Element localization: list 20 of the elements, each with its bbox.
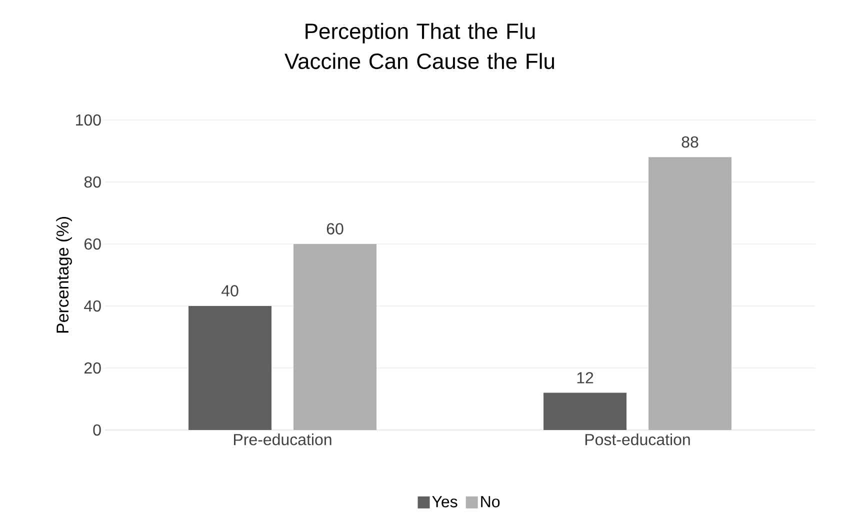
- y-tick-label: 20: [84, 362, 101, 374]
- data-label: 60: [326, 223, 344, 234]
- x-tick-label: Post-education: [585, 434, 690, 446]
- legend-label: No: [481, 496, 500, 508]
- x-tick-label: Pre-education: [234, 434, 332, 446]
- y-tick-label: 100: [76, 114, 101, 126]
- y-tick-label: 0: [93, 424, 101, 436]
- bar: [648, 157, 732, 430]
- data-label: 12: [577, 372, 594, 384]
- bar: [188, 306, 272, 430]
- data-label: 88: [682, 136, 698, 148]
- y-tick-label: 40: [84, 300, 101, 312]
- data-label: 40: [221, 285, 238, 296]
- legend-label: Yes: [432, 496, 458, 508]
- y-tick-label: 60: [84, 238, 101, 250]
- bar: [544, 392, 627, 430]
- bar: [294, 244, 377, 430]
- chart-title: Perception That the Flu Vaccine Can Cause the Flu: [284, 22, 554, 70]
- y-tick-label: 80: [84, 176, 101, 188]
- y-axis-title: Percentage (%): [56, 217, 72, 333]
